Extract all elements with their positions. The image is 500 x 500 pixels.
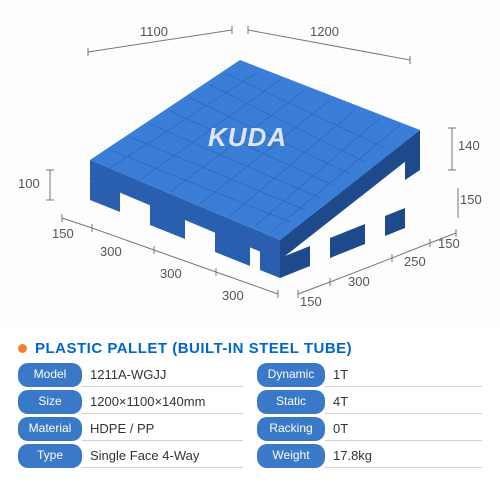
spec-col-left: Model 1211A-WGJJ Size 1200×1100×140mm Ma… (18, 363, 243, 471)
spec-label-racking: Racking (257, 417, 325, 441)
dim-r150b: 150 (300, 294, 322, 309)
dim-lfoot-a: 150 (52, 226, 74, 241)
dim-left-height: 100 (18, 176, 40, 191)
spec-row: Size 1200×1100×140mm (18, 390, 243, 414)
dimension-diagram: KUDA 1100 1200 100 140 150 300 300 300 1… (0, 0, 500, 330)
dim-top-right: 1200 (310, 24, 339, 39)
brand-watermark: KUDA (208, 122, 287, 153)
spec-label-dynamic: Dynamic (257, 363, 325, 387)
dim-right-height: 140 (458, 138, 480, 153)
spec-label-static: Static (257, 390, 325, 414)
dim-r150a: 150 (460, 192, 482, 207)
spec-label-material: Material (18, 417, 82, 441)
spec-value-material: HDPE / PP (82, 417, 243, 441)
spec-row: Model 1211A-WGJJ (18, 363, 243, 387)
spec-col-right: Dynamic 1T Static 4T Racking 0T Weight 1… (257, 363, 482, 471)
product-title-row: PLASTIC PALLET (BUILT-IN STEEL TUBE) (0, 330, 500, 363)
spec-label-model: Model (18, 363, 82, 387)
spec-row: Material HDPE / PP (18, 417, 243, 441)
spec-value-weight: 17.8kg (325, 444, 482, 468)
spec-label-size: Size (18, 390, 82, 414)
spec-row: Type Single Face 4-Way (18, 444, 243, 468)
pallet-illustration (0, 0, 500, 330)
dim-r250: 250 (404, 254, 426, 269)
spec-row: Static 4T (257, 390, 482, 414)
dim-lfoot-c: 300 (160, 266, 182, 281)
dim-r300: 300 (348, 274, 370, 289)
dim-r150c: 150 (438, 236, 460, 251)
spec-label-type: Type (18, 444, 82, 468)
dim-lfoot-d: 300 (222, 288, 244, 303)
spec-value-type: Single Face 4-Way (82, 444, 243, 468)
spec-value-dynamic: 1T (325, 363, 482, 387)
spec-label-weight: Weight (257, 444, 325, 468)
title-bullet-icon (18, 344, 27, 353)
spec-value-model: 1211A-WGJJ (82, 363, 243, 387)
dim-lfoot-b: 300 (100, 244, 122, 259)
spec-value-size: 1200×1100×140mm (82, 390, 243, 414)
spec-value-static: 4T (325, 390, 482, 414)
spec-row: Racking 0T (257, 417, 482, 441)
dim-top-left: 1100 (140, 24, 168, 39)
spec-row: Dynamic 1T (257, 363, 482, 387)
spec-value-racking: 0T (325, 417, 482, 441)
spec-row: Weight 17.8kg (257, 444, 482, 468)
spec-table: Model 1211A-WGJJ Size 1200×1100×140mm Ma… (0, 363, 500, 485)
product-title: PLASTIC PALLET (BUILT-IN STEEL TUBE) (35, 340, 352, 357)
